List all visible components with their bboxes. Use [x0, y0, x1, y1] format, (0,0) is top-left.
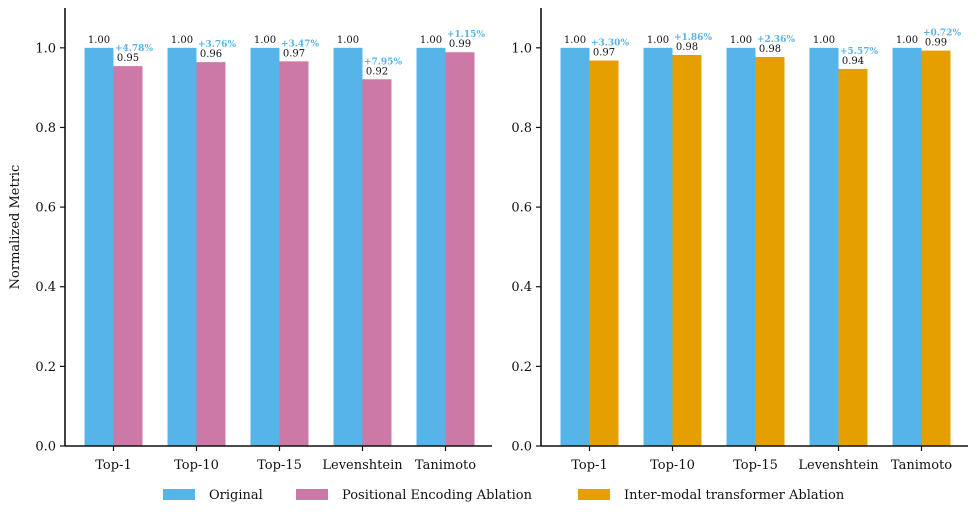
value-label: 1.00 — [88, 35, 110, 46]
y-tick-label: 0.0 — [511, 440, 532, 455]
bar-original-top-15 — [726, 47, 756, 447]
x-tick-label: Tanimoto — [415, 458, 476, 473]
delta-label: +4.78% — [115, 44, 153, 54]
x-tick-label: Top-10 — [174, 458, 219, 473]
legend: Original Positional Encoding Ablation Inte… — [163, 488, 845, 503]
bar-positional-encoding-ablation-tanimoto — [445, 52, 475, 446]
value-label: 0.92 — [366, 66, 388, 77]
x-tick-label: Top-15 — [733, 458, 778, 473]
delta-label: +3.30% — [591, 39, 629, 49]
y-tick-label: 0.2 — [35, 360, 56, 375]
bar-original-levenshtein — [809, 47, 839, 447]
y-tick-label: 1.0 — [511, 41, 532, 56]
delta-label: +3.76% — [198, 40, 236, 50]
value-label: 0.97 — [593, 48, 615, 59]
value-label: 1.00 — [896, 35, 918, 46]
y-tick-label: 0.6 — [511, 201, 532, 216]
y-tick-label: 0.4 — [511, 280, 532, 295]
bar-inter-modal-transformer-ablation-levenshtein — [838, 68, 868, 447]
bar-original-top-10 — [167, 47, 197, 447]
bar-original-top-10 — [643, 47, 673, 447]
x-tick-label: Top-10 — [650, 458, 695, 473]
bar-inter-modal-transformer-ablation-top-15 — [755, 56, 785, 446]
y-tick-label: 0.4 — [35, 280, 56, 295]
value-label: 1.00 — [171, 35, 193, 46]
legend-swatch-original — [163, 489, 195, 500]
bar-positional-encoding-ablation-levenshtein — [362, 79, 392, 447]
legend-label: Original — [209, 488, 263, 503]
value-label: 1.00 — [647, 35, 669, 46]
bar-original-top-1 — [84, 47, 114, 447]
bar-original-top-1 — [560, 47, 590, 447]
value-label: 0.99 — [925, 38, 947, 49]
legend-label: Positional Encoding Ablation — [342, 488, 533, 503]
legend-label: Inter-modal transformer Ablation — [624, 488, 845, 503]
y-tick-label: 0.8 — [511, 121, 532, 136]
chart-panel-1: 1.00 0.95+4.78% Top-1 1.00 0.96+3.76% Top-10 1… — [8, 8, 492, 473]
value-label: 1.00 — [337, 35, 359, 46]
x-tick-label: Top-15 — [257, 458, 302, 473]
value-label: 0.95 — [117, 53, 139, 64]
bar-inter-modal-transformer-ablation-tanimoto — [921, 50, 951, 446]
x-tick-label: Tanimoto — [891, 458, 952, 473]
delta-label: +7.95% — [364, 57, 402, 67]
y-tick-label: 0.0 — [35, 440, 56, 455]
value-label: 1.00 — [420, 35, 442, 46]
y-tick-label: 0.8 — [35, 121, 56, 136]
delta-label: +5.57% — [840, 47, 878, 57]
legend-swatch-inter-modal-transformer-ablation — [578, 489, 610, 500]
bar-positional-encoding-ablation-top-1 — [113, 66, 143, 446]
y-tick-label: 1.0 — [35, 41, 56, 56]
x-tick-label: Top-1 — [571, 458, 607, 473]
value-label: 0.94 — [842, 56, 864, 67]
delta-label: +1.15% — [447, 30, 485, 40]
legend-swatch-positional-encoding-ablation — [296, 489, 328, 500]
delta-label: +2.36% — [757, 35, 795, 45]
chart-panel-2: 1.000.97+3.30%Top-11.000.98+1.86%Top-101… — [511, 8, 968, 473]
bar-original-top-15 — [250, 47, 280, 447]
delta-label: +3.47% — [281, 39, 319, 49]
bar-positional-encoding-ablation-top-15 — [279, 61, 309, 447]
bar-original-tanimoto — [416, 47, 446, 447]
x-tick-label: Levenshtein — [798, 458, 879, 473]
delta-label: +0.72% — [923, 29, 961, 39]
bar-inter-modal-transformer-ablation-top-1 — [589, 60, 619, 447]
value-label: 1.00 — [254, 35, 276, 46]
bar-original-tanimoto — [892, 47, 922, 447]
bar-inter-modal-transformer-ablation-top-10 — [672, 54, 702, 447]
y-tick-label: 0.6 — [35, 201, 56, 216]
value-label: 1.00 — [813, 35, 835, 46]
y-tick-label: 0.2 — [511, 360, 532, 375]
x-tick-label: Top-1 — [95, 458, 131, 473]
y-axis-label: Normalized Metric — [8, 165, 23, 290]
value-label: 0.99 — [449, 39, 471, 50]
value-label: 1.00 — [730, 35, 752, 46]
x-tick-label: Levenshtein — [322, 458, 403, 473]
bar-original-levenshtein — [333, 47, 363, 447]
value-label: 1.00 — [564, 35, 586, 46]
value-label: 0.98 — [676, 42, 698, 53]
delta-label: +1.86% — [674, 33, 712, 43]
bar-positional-encoding-ablation-top-10 — [196, 62, 226, 446]
value-label: 0.96 — [200, 49, 222, 60]
value-label: 0.97 — [283, 48, 305, 59]
value-label: 0.98 — [759, 44, 781, 55]
